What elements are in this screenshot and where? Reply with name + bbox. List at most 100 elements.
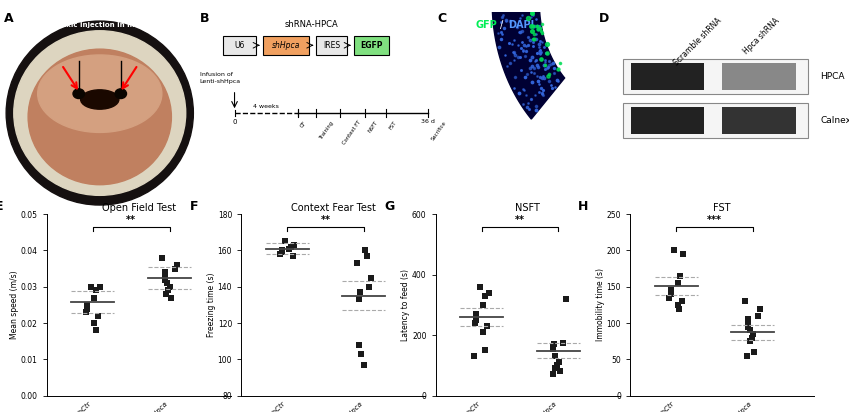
- Title: FST: FST: [713, 204, 731, 213]
- Point: [278, 238, 292, 245]
- Point: [672, 305, 686, 312]
- Point: [745, 334, 758, 341]
- Point: [79, 309, 93, 316]
- FancyBboxPatch shape: [316, 35, 346, 55]
- Text: /: /: [500, 20, 503, 30]
- Point: [168, 265, 182, 272]
- Ellipse shape: [28, 49, 171, 185]
- Text: C: C: [437, 12, 447, 26]
- Point: [546, 371, 559, 378]
- FancyBboxPatch shape: [631, 107, 705, 134]
- Text: B: B: [200, 12, 209, 26]
- Point: [672, 273, 686, 279]
- Ellipse shape: [14, 31, 186, 195]
- Point: [284, 243, 297, 250]
- Point: [352, 342, 366, 348]
- Point: [662, 294, 676, 301]
- Point: [89, 327, 103, 334]
- FancyBboxPatch shape: [623, 59, 807, 94]
- Point: [743, 327, 756, 334]
- Title: NSFT: NSFT: [515, 204, 540, 213]
- Point: [547, 342, 560, 349]
- Text: G: G: [384, 200, 394, 213]
- Text: shRNA-HPCA: shRNA-HPCA: [284, 20, 339, 29]
- Point: [160, 291, 173, 297]
- Point: [158, 273, 171, 279]
- Point: [478, 293, 492, 299]
- Point: [476, 302, 490, 308]
- Text: 36 d: 36 d: [421, 119, 436, 124]
- Point: [161, 287, 175, 294]
- Point: [741, 323, 755, 330]
- Point: [552, 359, 565, 365]
- Point: [753, 305, 767, 312]
- Point: [746, 330, 760, 337]
- Text: GFP: GFP: [475, 20, 497, 30]
- Point: [357, 361, 371, 368]
- Point: [89, 287, 103, 294]
- Text: U6: U6: [234, 41, 245, 50]
- Text: Infusion of
Lenti-shHpca: Infusion of Lenti-shHpca: [200, 73, 240, 84]
- Text: ***: ***: [707, 215, 722, 225]
- Point: [468, 353, 481, 360]
- Point: [547, 341, 560, 347]
- Point: [92, 312, 105, 319]
- Text: Sacrifice: Sacrifice: [430, 120, 447, 141]
- Point: [165, 294, 178, 301]
- Point: [275, 247, 289, 254]
- Point: [664, 287, 678, 294]
- Y-axis label: Mean speed (m/s): Mean speed (m/s): [10, 271, 20, 339]
- Text: **: **: [321, 215, 330, 225]
- Ellipse shape: [37, 55, 162, 132]
- Text: Training: Training: [318, 120, 335, 140]
- Point: [354, 351, 368, 357]
- Text: H: H: [578, 200, 588, 213]
- Text: NSFT: NSFT: [368, 120, 380, 133]
- Point: [481, 323, 494, 329]
- Point: [676, 251, 689, 258]
- Text: IRES: IRES: [323, 41, 340, 50]
- FancyBboxPatch shape: [631, 63, 705, 90]
- Point: [559, 295, 572, 302]
- Y-axis label: Freezing time (s): Freezing time (s): [207, 273, 216, 337]
- FancyBboxPatch shape: [262, 35, 309, 55]
- Point: [364, 274, 378, 281]
- Point: [273, 251, 287, 258]
- Point: [667, 247, 681, 254]
- Point: [473, 283, 486, 290]
- Point: [352, 289, 366, 295]
- Point: [548, 353, 562, 360]
- Ellipse shape: [6, 21, 194, 205]
- Text: D: D: [599, 12, 609, 26]
- Point: [481, 290, 495, 296]
- Text: EGFP: EGFP: [360, 41, 382, 50]
- Point: [275, 249, 289, 255]
- Point: [548, 365, 562, 372]
- Point: [282, 246, 295, 252]
- Text: **: **: [127, 215, 136, 225]
- Point: [547, 345, 560, 352]
- Point: [675, 298, 689, 304]
- Point: [469, 317, 483, 323]
- Y-axis label: Immobility time (s): Immobility time (s): [596, 268, 605, 342]
- Point: [81, 305, 94, 312]
- Text: A: A: [4, 12, 14, 26]
- Point: [748, 349, 762, 355]
- Text: OF: OF: [300, 120, 308, 129]
- Text: Context FT: Context FT: [342, 120, 363, 146]
- Point: [751, 312, 765, 319]
- Ellipse shape: [81, 90, 119, 109]
- Point: [286, 253, 300, 259]
- Point: [743, 338, 756, 344]
- Point: [469, 311, 483, 317]
- Polygon shape: [492, 0, 612, 119]
- Point: [93, 283, 106, 290]
- Ellipse shape: [73, 89, 85, 98]
- Point: [550, 362, 564, 369]
- Point: [671, 280, 684, 286]
- Point: [554, 368, 567, 375]
- Text: FST: FST: [389, 120, 398, 131]
- Point: [740, 352, 754, 359]
- FancyBboxPatch shape: [222, 35, 256, 55]
- FancyBboxPatch shape: [722, 107, 796, 134]
